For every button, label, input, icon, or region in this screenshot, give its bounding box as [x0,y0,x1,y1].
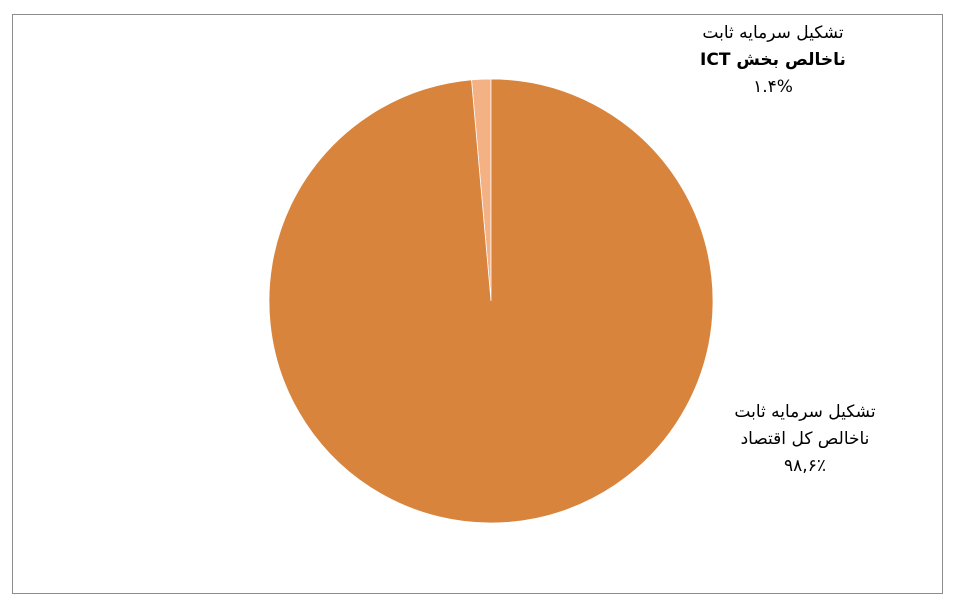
slice-label-total: تشکیل سرمایه ثابت ناخالص کل اقتصاد ۹۸,۶٪ [680,399,930,480]
pie-chart [268,78,714,524]
slice-label-total-line2: ناخالص کل اقتصاد [740,429,870,449]
slice-value-ict: ۱.۴% [753,77,793,97]
slice-label-ict-line1: تشکیل سرمایه ثابت [702,23,844,43]
slice-label-ict: تشکیل سرمایه ثابت ناخالص بخش ICT ۱.۴% [648,20,898,101]
pie-slice-total [268,78,714,524]
slice-label-total-line1: تشکیل سرمایه ثابت [734,402,876,422]
slice-label-ict-line2: ناخالص بخش ICT [700,50,846,70]
slice-value-total: ۹۸,۶٪ [784,456,826,476]
